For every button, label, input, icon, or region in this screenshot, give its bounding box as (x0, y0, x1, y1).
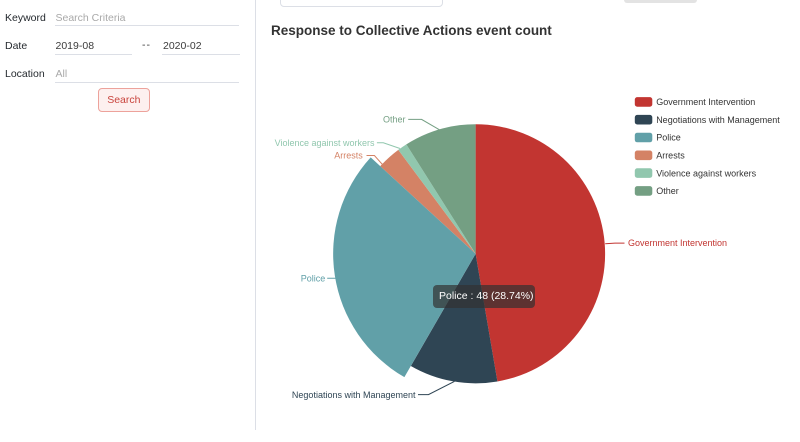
svg-text:Government Intervention: Government Intervention (628, 238, 727, 248)
svg-text:Arrests: Arrests (334, 151, 363, 161)
svg-text:Police: Police (656, 133, 681, 143)
svg-text:Violence against workers: Violence against workers (275, 138, 375, 148)
svg-text:Government Intervention: Government Intervention (656, 97, 755, 107)
svg-text:Arrests: Arrests (656, 151, 685, 161)
svg-text:Other: Other (383, 114, 406, 124)
svg-text:Police: Police (301, 273, 326, 283)
svg-text:Negotiations with Management: Negotiations with Management (292, 390, 416, 400)
svg-text:Negotiations with Management: Negotiations with Management (656, 115, 780, 125)
svg-text:Violence against workers: Violence against workers (656, 168, 756, 178)
svg-text:Other: Other (656, 186, 679, 196)
